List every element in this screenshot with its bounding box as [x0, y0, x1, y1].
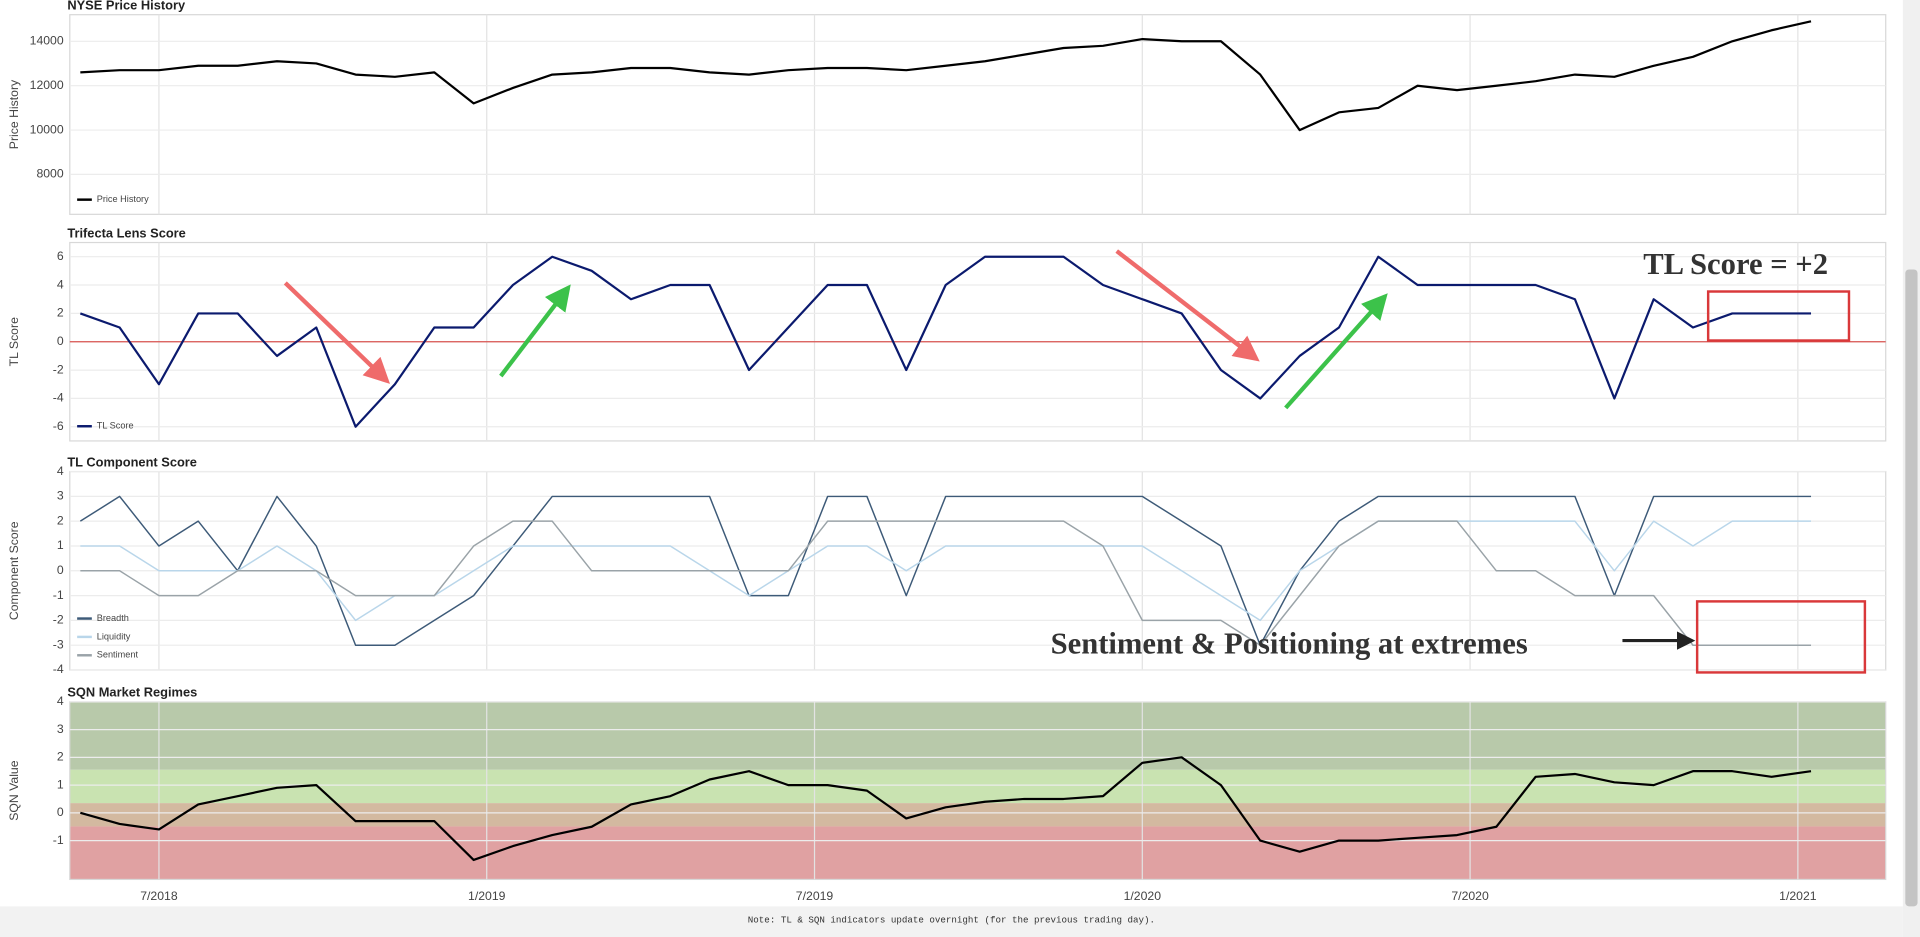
y-tick-label: -1 [53, 833, 64, 847]
x-tick-label: 7/2020 [1451, 889, 1489, 903]
regime-band [69, 826, 1886, 880]
y-tick-label: 4 [57, 277, 64, 291]
chart-title: TL Component Score [67, 454, 197, 469]
chart-title: Trifecta Lens Score [67, 225, 185, 240]
plot-frame [69, 14, 1887, 215]
y-tick-label: 2 [57, 750, 64, 764]
regime-band [69, 701, 1886, 770]
regime-band [69, 769, 1886, 804]
y-tick-label: 12000 [30, 78, 64, 92]
annotations-layer [283, 249, 1867, 674]
y-tick-label: 4 [57, 694, 64, 708]
up-arrow [1284, 293, 1388, 410]
x-tick-label: 7/2018 [140, 889, 178, 903]
x-tick-label: 7/2019 [796, 889, 834, 903]
legend-label: Liquidity [97, 631, 131, 641]
y-tick-label: 0 [57, 563, 64, 577]
up-arrow [499, 284, 571, 378]
legend-label: Sentiment [97, 650, 139, 660]
series-line [80, 520, 1812, 646]
y-tick-label: -6 [53, 419, 64, 433]
y-tick-label: -3 [53, 637, 64, 651]
y-axis-label: TL Score [7, 317, 21, 366]
y-tick-label: 4 [57, 464, 64, 478]
y-tick-label: 10000 [30, 122, 64, 136]
y-axis-label: Component Score [7, 521, 21, 620]
y-tick-label: 8000 [36, 167, 63, 181]
y-tick-label: -4 [53, 662, 64, 676]
highlight-box [1695, 600, 1867, 674]
footer-note: Note: TL & SQN indicators update overnig… [748, 914, 1155, 925]
x-tick-label: 1/2021 [1779, 889, 1817, 903]
y-tick-label: -2 [53, 362, 64, 376]
y-axis-label: Price History [7, 79, 21, 149]
y-tick-label: 2 [57, 513, 64, 527]
y-tick-label: 6 [57, 249, 64, 263]
highlight-box [1706, 290, 1851, 342]
y-tick-label: 0 [57, 334, 64, 348]
x-tick-label: 1/2019 [468, 889, 506, 903]
series-line [80, 756, 1812, 862]
legend-label: TL Score [97, 421, 134, 431]
y-tick-label: 2 [57, 306, 64, 320]
y-tick-label: 1 [57, 538, 64, 552]
series-line [79, 255, 1812, 428]
legend-label: Breadth [97, 613, 129, 623]
y-tick-label: -2 [53, 613, 64, 627]
y-tick-label: 0 [57, 805, 64, 819]
down-arrow [283, 281, 391, 384]
y-axis-label: SQN Value [7, 760, 21, 820]
y-tick-label: 1 [57, 777, 64, 791]
down-arrow [1115, 249, 1260, 362]
annotation: Sentiment & Positioning at extremes [1051, 627, 1528, 661]
footer [0, 906, 1903, 937]
annotation: TL Score = +2 [1643, 247, 1828, 281]
y-tick-label: 3 [57, 489, 64, 503]
chart-title: SQN Market Regimes [67, 685, 197, 700]
x-tick-label: 1/2020 [1124, 889, 1162, 903]
legend-label: Price History [97, 194, 149, 204]
series-line [79, 495, 1812, 646]
scrollbar-thumb[interactable] [1905, 269, 1918, 907]
y-tick-label: 3 [57, 722, 64, 736]
series-line [80, 20, 1812, 132]
y-tick-label: 14000 [30, 34, 64, 48]
y-tick-label: -1 [53, 588, 64, 602]
series-line [80, 520, 1812, 622]
regime-band [69, 803, 1886, 827]
y-tick-label: -4 [53, 391, 64, 405]
chart-title: NYSE Price History [67, 0, 186, 13]
